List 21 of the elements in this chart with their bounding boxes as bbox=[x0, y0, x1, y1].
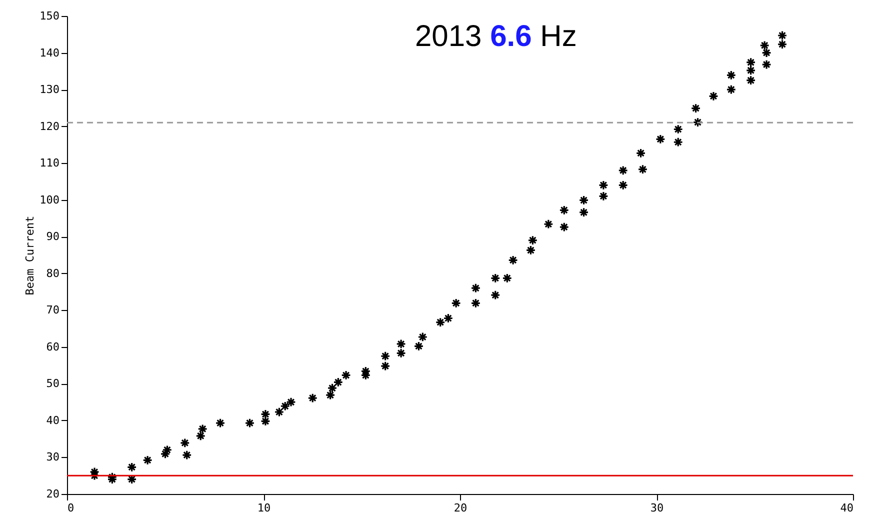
chart-title: 2013 6.6 Hz bbox=[415, 20, 577, 53]
y-tick-label: 80 bbox=[46, 266, 60, 280]
y-tick-label: 30 bbox=[46, 450, 60, 464]
y-tick-label: 60 bbox=[46, 340, 60, 354]
y-tick-label: 150 bbox=[40, 10, 60, 22]
x-tick-label: 30 bbox=[650, 502, 664, 514]
y-tick-label: 130 bbox=[40, 83, 60, 96]
y-tick-label: 120 bbox=[40, 120, 60, 133]
x-tick-label: 0 bbox=[68, 502, 74, 514]
y-tick-label: 50 bbox=[46, 377, 60, 390]
y-tick-label: 40 bbox=[46, 414, 60, 427]
y-tick-label: 110 bbox=[40, 156, 60, 170]
x-tick-label: 10 bbox=[257, 502, 271, 514]
y-tick-label: 90 bbox=[46, 230, 60, 244]
y-tick-label: 20 bbox=[46, 488, 60, 500]
y-tick-label: 70 bbox=[46, 304, 60, 317]
y-tick-label: 140 bbox=[40, 46, 60, 60]
x-tick-label: 20 bbox=[454, 502, 468, 514]
y-axis-title: Beam Current bbox=[24, 216, 37, 296]
x-tick-label: 40 bbox=[840, 502, 854, 514]
y-tick-label: 100 bbox=[40, 193, 60, 206]
